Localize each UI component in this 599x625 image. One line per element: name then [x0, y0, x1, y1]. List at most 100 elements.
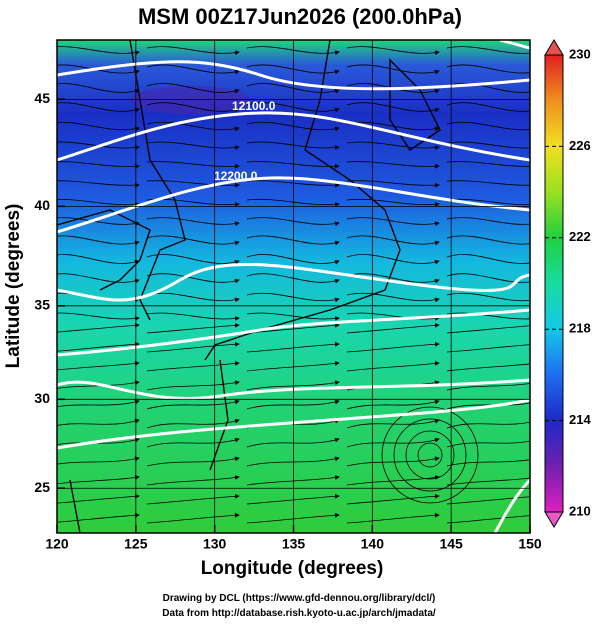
streamline: [446, 64, 530, 74]
x-tick-label: 125: [124, 536, 148, 552]
streamline: [246, 235, 340, 246]
contour-label: 12200.0: [214, 169, 258, 183]
streamline: [246, 180, 340, 188]
streamline: [446, 102, 530, 112]
contours: [57, 40, 530, 533]
streamline: [346, 235, 440, 246]
streamline: [246, 102, 340, 113]
streamline: [57, 456, 140, 465]
streamline: [346, 493, 440, 505]
x-tick-label: 150: [518, 536, 542, 552]
x-tick-label: 135: [282, 536, 306, 552]
streamline: [246, 361, 340, 372]
streamline: [57, 361, 140, 371]
streamline: [146, 456, 240, 467]
streamline: [146, 361, 240, 372]
streamline: [246, 273, 340, 284]
y-axis-label: Latitude (degrees): [3, 204, 24, 369]
streamline: [246, 493, 340, 505]
streamline: [146, 102, 240, 113]
streamline: [146, 180, 240, 188]
footer-line: Drawing by DCL (https://www.gfd-dennou.o…: [163, 593, 436, 604]
streamline: [346, 273, 440, 284]
plot-area: 12100.0 12200.0: [57, 40, 530, 533]
cold-core: [130, 86, 250, 114]
streamline: [246, 399, 340, 410]
streamline: [246, 64, 340, 75]
x-tick-label: 140: [361, 536, 385, 552]
title: MSM 00Z17Jun2026 (200.0hPa): [138, 4, 462, 29]
streamline: [246, 312, 340, 321]
colorbar-min-arrow: [544, 511, 564, 528]
footer-line: Data from http://database.rish.kyoto-u.a…: [162, 608, 436, 619]
streamline: [146, 83, 240, 94]
streamline: [246, 380, 340, 391]
streamline: [246, 254, 340, 265]
streamline: [57, 512, 140, 523]
streamline: [246, 198, 340, 207]
streamline: [346, 437, 440, 448]
streamline: [57, 380, 140, 389]
streamline: [346, 180, 440, 188]
streamline: [246, 292, 340, 303]
y-tick-label: 35: [34, 296, 50, 312]
streamline: [346, 361, 440, 372]
streamline: [346, 254, 440, 265]
streamline: [57, 102, 140, 113]
streamline: [246, 83, 340, 94]
streamline: [246, 437, 340, 448]
streamline: [246, 217, 340, 227]
streamline: [346, 64, 440, 75]
colorbar-tick-label: 226: [569, 138, 591, 153]
streamline: [146, 493, 240, 505]
streamline: [246, 512, 340, 524]
streamline: [146, 312, 240, 321]
y-tick-label: 25: [34, 479, 50, 495]
streamline: [57, 83, 140, 94]
streamline: [146, 273, 240, 284]
streamline: [57, 341, 140, 352]
streamline: [146, 64, 240, 75]
streamline: [146, 141, 240, 150]
streamline: [57, 235, 140, 246]
streamline: [346, 399, 440, 410]
streamline: [246, 341, 340, 353]
colorbar-tick-label: 230: [569, 46, 591, 61]
streamline: [346, 475, 440, 486]
streamline: [146, 341, 240, 353]
streamline: [146, 46, 240, 56]
vortex-streamline: [405, 430, 455, 480]
streamline: [346, 322, 440, 334]
streamline: [146, 322, 240, 334]
colorbar-tick-label: 214: [569, 412, 591, 427]
streamline: [57, 399, 140, 408]
streamline: [146, 512, 240, 524]
streamline: [446, 83, 530, 93]
colorbar-tick-label: 218: [569, 321, 591, 336]
streamline: [57, 273, 140, 284]
vortex-streamline: [417, 442, 443, 468]
streamline: [57, 141, 140, 150]
streamline: [146, 217, 240, 227]
y-tick-label: 45: [34, 90, 50, 106]
colorbar-max-arrow: [544, 39, 564, 56]
streamline: [446, 254, 530, 264]
streamline: [146, 254, 240, 265]
x-axis-label: Longitude (degrees): [201, 558, 384, 579]
y-tick-label: 40: [34, 197, 50, 213]
x-tick-label: 145: [439, 536, 463, 552]
streamline: [246, 121, 340, 132]
streamline: [146, 475, 240, 486]
x-tick-label: 120: [45, 536, 69, 552]
streamline: [346, 161, 440, 169]
streamline: [346, 512, 440, 524]
streamline: [246, 475, 340, 486]
colorbar-tick-label: 222: [569, 229, 591, 244]
streamline: [146, 399, 240, 410]
streamline: [146, 121, 240, 132]
streamline: [57, 418, 140, 426]
streamline: [346, 418, 440, 429]
streamline: [146, 418, 240, 429]
